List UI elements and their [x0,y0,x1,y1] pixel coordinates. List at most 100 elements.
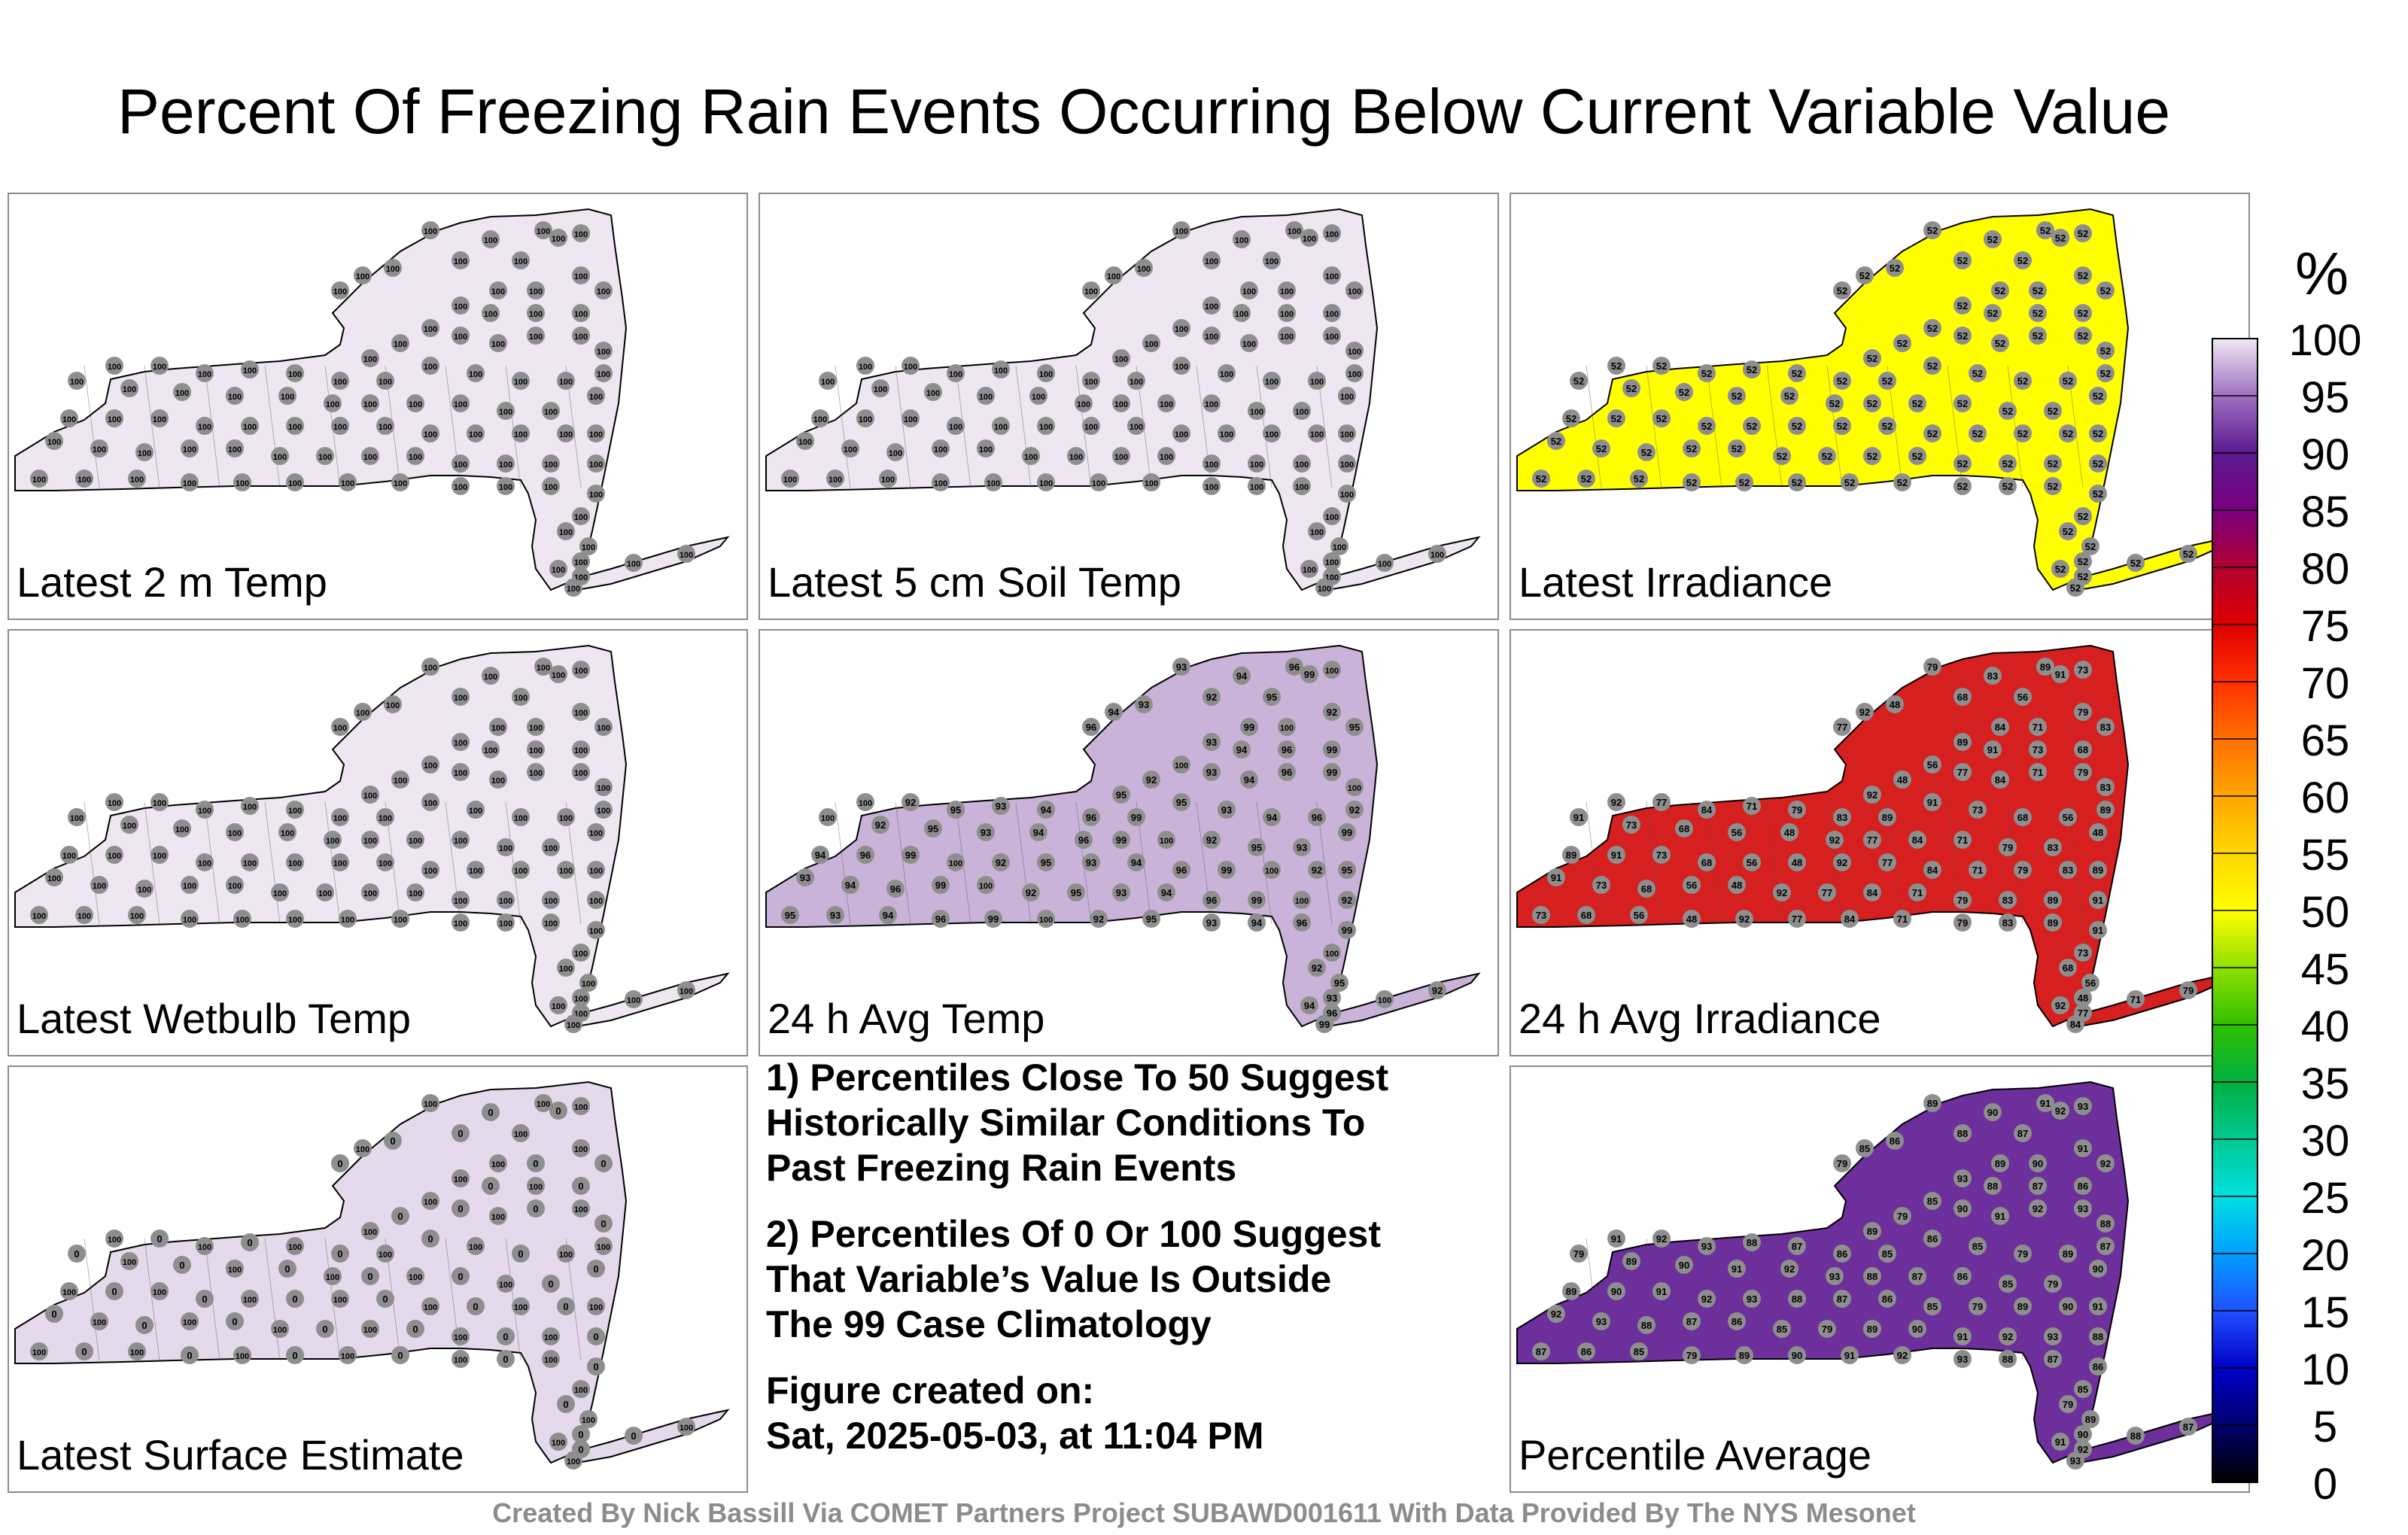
station-marker [150,1282,169,1300]
station-marker [1345,778,1364,796]
station-marker [1833,1290,1851,1308]
station-value: 52 [1829,398,1840,409]
station-value: 92 [1327,707,1337,718]
station-value: 100 [1280,333,1294,342]
station-value: 68 [2017,812,2028,823]
station-marker [512,251,530,269]
panel-label: 24 h Avg Temp [768,995,1045,1042]
station-marker [421,658,439,676]
station-marker [451,913,470,932]
station-marker [977,387,995,405]
station-value: 92 [1342,895,1352,906]
station-value: 100 [198,807,211,816]
station-value: 100 [32,476,46,485]
station-marker [1112,786,1130,804]
station-marker [361,1222,379,1240]
station-marker [1570,808,1588,826]
station-value: 100 [78,912,91,921]
station-value: 100 [987,479,1000,488]
station-marker [2014,688,2032,706]
station-marker [549,560,567,578]
station-value: 0 [157,1233,162,1245]
station-marker [1607,357,1625,375]
station-value: 77 [1656,797,1667,808]
station-marker [421,1094,439,1112]
station-value: 100 [1175,761,1188,771]
station-marker [2044,454,2062,473]
station-value: 100 [514,867,528,876]
station-marker [406,394,424,412]
station-marker [286,801,304,819]
map-panel-percentile-average: 89 90 91 92 93 88 87 86 85 79 89 90 91 92 93 88 87 86 85 79… [1510,1065,2250,1493]
county-line [1766,365,1783,488]
station-marker [181,439,199,457]
station-marker [587,1327,605,1345]
station-marker [1308,424,1326,442]
station-value: 92 [1349,804,1360,816]
station-value: 100 [1340,393,1354,402]
station-value: 73 [1596,880,1607,891]
station-value: 56 [1634,910,1644,921]
station-value: 100 [783,476,797,485]
station-marker [173,819,191,837]
station-marker [1908,447,1926,465]
station-marker [361,831,379,849]
station-marker [1991,1207,2009,1225]
station-value: 100 [333,287,347,296]
station-marker [1142,771,1160,789]
station-marker [512,808,530,826]
station-marker [841,439,859,457]
station-value: 92 [1784,1263,1795,1275]
station-marker [331,372,349,390]
station-marker [233,1346,251,1364]
station-marker [901,793,920,811]
station-marker [1202,891,1221,909]
station-value: 89 [1566,1286,1576,1297]
station-value: 93 [1116,887,1126,898]
station-marker [30,906,48,924]
station-marker [1315,579,1333,597]
station-marker [105,409,123,427]
station-value: 100 [1295,408,1309,417]
station-marker [1833,853,1851,871]
county-line [1646,801,1662,925]
station-marker [2074,1199,2092,1217]
station-value: 100 [424,325,437,334]
station-marker [1570,1245,1588,1263]
station-marker [451,1267,470,1285]
station-value: 0 [322,1324,327,1335]
station-marker [1984,740,2002,758]
station-value: 100 [62,415,76,424]
station-value: 100 [123,822,136,831]
station-marker [2074,304,2092,322]
station-value: 85 [1972,1241,1983,1252]
station-marker [2036,658,2054,676]
station-value: 0 [578,1429,583,1440]
station-value: 94 [1266,812,1278,823]
station-value: 89 [2093,865,2103,876]
station-value: 100 [597,287,610,296]
station-value: 85 [2078,1384,2088,1395]
station-value: 88 [1641,1320,1652,1331]
station-value: 77 [1882,857,1893,868]
station-marker [196,364,214,382]
county-line [264,1238,281,1361]
station-value: 92 [2055,1000,2066,1011]
station-value: 0 [397,1211,403,1222]
station-value: 83 [2100,722,2111,733]
station-marker [1991,334,2009,352]
station-marker [1841,473,1859,491]
station-value: 52 [2100,345,2111,357]
station-marker [1818,883,1836,901]
station-value: 100 [574,558,588,567]
station-marker [2066,1451,2084,1470]
station-marker [1202,733,1221,751]
station-value: 100 [236,916,249,925]
station-marker [2074,944,2092,962]
station-value: 52 [1573,375,1584,387]
station-value: 100 [680,987,693,996]
colorbar-tick-label: 40 [2301,1002,2350,1051]
station-value: 71 [1957,834,1968,846]
station-value: 52 [1581,473,1592,485]
station-value: 100 [409,400,422,409]
